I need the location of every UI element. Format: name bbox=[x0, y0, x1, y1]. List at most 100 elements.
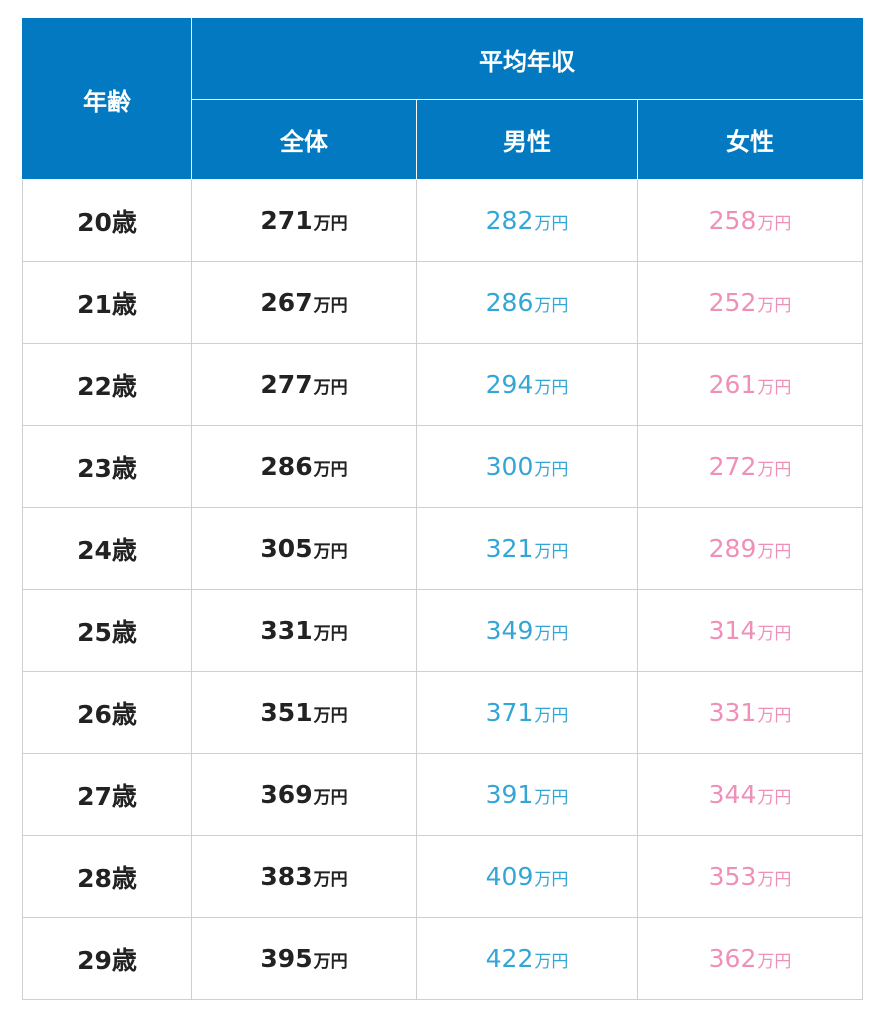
female-income-value: 261 bbox=[708, 370, 757, 399]
table-row: 25歳 331万円 349万円 314万円 bbox=[22, 589, 864, 672]
table-row: 21歳 267万円 286万円 252万円 bbox=[22, 261, 864, 344]
female-income-value: 289 bbox=[708, 534, 757, 563]
female-income-value: 331 bbox=[708, 698, 757, 727]
table-row: 27歳 369万円 391万円 344万円 bbox=[22, 753, 864, 836]
unit-label: 万円 bbox=[313, 952, 348, 972]
total-income-cell: 351万円 bbox=[191, 671, 417, 754]
table-row: 24歳 305万円 321万円 289万円 bbox=[22, 507, 864, 590]
age-cell: 29歳 bbox=[22, 917, 192, 1000]
male-income-value: 321 bbox=[485, 534, 534, 563]
female-income-cell: 353万円 bbox=[636, 835, 864, 918]
table-row: 29歳 395万円 422万円 362万円 bbox=[22, 917, 864, 1000]
male-income-cell: 282万円 bbox=[416, 179, 638, 262]
table-row: 20歳 271万円 282万円 258万円 bbox=[22, 179, 864, 262]
unit-label: 万円 bbox=[534, 378, 569, 398]
female-income-cell: 289万円 bbox=[636, 507, 864, 590]
unit-label: 万円 bbox=[757, 870, 792, 890]
age-cell: 20歳 bbox=[22, 179, 192, 262]
total-income-cell: 331万円 bbox=[191, 589, 417, 672]
unit-label: 万円 bbox=[534, 788, 569, 808]
age-cell: 28歳 bbox=[22, 835, 192, 918]
male-income-cell: 300万円 bbox=[416, 425, 638, 508]
female-income-value: 272 bbox=[708, 452, 757, 481]
table-row: 22歳 277万円 294万円 261万円 bbox=[22, 343, 864, 426]
total-income-cell: 369万円 bbox=[191, 753, 417, 836]
female-header: 女性 bbox=[636, 99, 864, 180]
age-cell: 21歳 bbox=[22, 261, 192, 344]
male-income-value: 409 bbox=[485, 862, 534, 891]
male-income-cell: 409万円 bbox=[416, 835, 638, 918]
total-income-value: 351 bbox=[260, 698, 313, 727]
header-row-top: 年齢 平均年収 bbox=[22, 18, 864, 180]
male-income-cell: 349万円 bbox=[416, 589, 638, 672]
unit-label: 万円 bbox=[757, 378, 792, 398]
male-income-value: 294 bbox=[485, 370, 534, 399]
female-income-cell: 331万円 bbox=[636, 671, 864, 754]
unit-label: 万円 bbox=[534, 624, 569, 644]
female-income-cell: 272万円 bbox=[636, 425, 864, 508]
unit-label: 万円 bbox=[534, 706, 569, 726]
age-cell: 27歳 bbox=[22, 753, 192, 836]
total-income-value: 369 bbox=[260, 780, 313, 809]
female-income-value: 344 bbox=[708, 780, 757, 809]
male-income-value: 391 bbox=[485, 780, 534, 809]
unit-label: 万円 bbox=[757, 788, 792, 808]
unit-label: 万円 bbox=[534, 870, 569, 890]
female-income-cell: 258万円 bbox=[636, 179, 864, 262]
unit-label: 万円 bbox=[534, 296, 569, 316]
total-income-value: 271 bbox=[260, 206, 313, 235]
female-income-cell: 252万円 bbox=[636, 261, 864, 344]
unit-label: 万円 bbox=[313, 460, 348, 480]
table-row: 28歳 383万円 409万円 353万円 bbox=[22, 835, 864, 918]
female-income-value: 362 bbox=[708, 944, 757, 973]
unit-label: 万円 bbox=[534, 952, 569, 972]
total-income-value: 383 bbox=[260, 862, 313, 891]
total-income-cell: 383万円 bbox=[191, 835, 417, 918]
unit-label: 万円 bbox=[757, 706, 792, 726]
age-cell: 23歳 bbox=[22, 425, 192, 508]
unit-label: 万円 bbox=[313, 706, 348, 726]
male-income-value: 349 bbox=[485, 616, 534, 645]
unit-label: 万円 bbox=[757, 214, 792, 234]
male-income-cell: 391万円 bbox=[416, 753, 638, 836]
age-cell: 24歳 bbox=[22, 507, 192, 590]
male-header: 男性 bbox=[416, 99, 638, 180]
total-income-cell: 271万円 bbox=[191, 179, 417, 262]
total-income-cell: 267万円 bbox=[191, 261, 417, 344]
unit-label: 万円 bbox=[757, 460, 792, 480]
male-income-value: 422 bbox=[485, 944, 534, 973]
female-income-cell: 261万円 bbox=[636, 343, 864, 426]
unit-label: 万円 bbox=[313, 378, 348, 398]
unit-label: 万円 bbox=[313, 542, 348, 562]
male-income-cell: 321万円 bbox=[416, 507, 638, 590]
unit-label: 万円 bbox=[757, 542, 792, 562]
age-cell: 22歳 bbox=[22, 343, 192, 426]
unit-label: 万円 bbox=[313, 624, 348, 644]
total-income-value: 277 bbox=[260, 370, 313, 399]
male-income-value: 300 bbox=[485, 452, 534, 481]
male-income-value: 286 bbox=[485, 288, 534, 317]
unit-label: 万円 bbox=[313, 788, 348, 808]
average-income-header: 平均年収 bbox=[190, 18, 864, 100]
female-income-value: 258 bbox=[708, 206, 757, 235]
age-cell: 25歳 bbox=[22, 589, 192, 672]
unit-label: 万円 bbox=[534, 460, 569, 480]
total-income-value: 286 bbox=[260, 452, 313, 481]
unit-label: 万円 bbox=[534, 542, 569, 562]
male-income-cell: 286万円 bbox=[416, 261, 638, 344]
total-income-cell: 277万円 bbox=[191, 343, 417, 426]
unit-label: 万円 bbox=[757, 296, 792, 316]
male-income-cell: 294万円 bbox=[416, 343, 638, 426]
age-header: 年齢 bbox=[22, 18, 192, 180]
female-income-cell: 314万円 bbox=[636, 589, 864, 672]
total-header: 全体 bbox=[191, 99, 417, 180]
table-row: 26歳 351万円 371万円 331万円 bbox=[22, 671, 864, 754]
male-income-value: 371 bbox=[485, 698, 534, 727]
age-cell: 26歳 bbox=[22, 671, 192, 754]
unit-label: 万円 bbox=[313, 296, 348, 316]
unit-label: 万円 bbox=[534, 214, 569, 234]
unit-label: 万円 bbox=[313, 870, 348, 890]
female-income-cell: 344万円 bbox=[636, 753, 864, 836]
unit-label: 万円 bbox=[757, 624, 792, 644]
salary-table: 年齢 平均年収 全体 男性 女性 20歳 271万円 282万円 258万円 2… bbox=[22, 18, 864, 1000]
